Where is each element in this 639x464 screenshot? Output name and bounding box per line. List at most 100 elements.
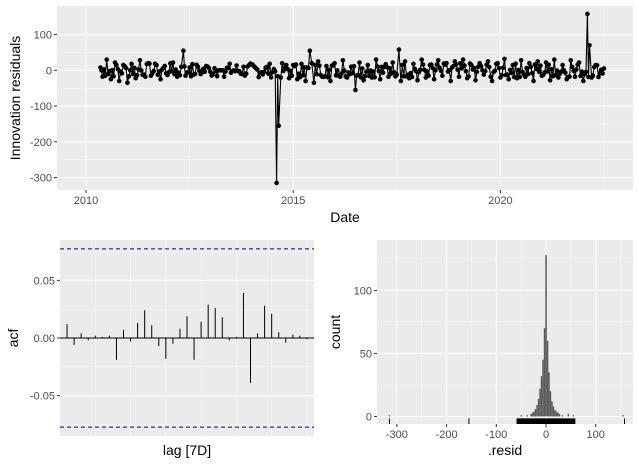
residuals-y-tick-label: 0 (46, 65, 52, 77)
acf-x-axis-title: lag [7D] (163, 442, 211, 458)
histogram-y-tick-label: 100 (354, 285, 372, 297)
residual-point (306, 66, 311, 71)
residual-point (361, 78, 366, 83)
residual-point (117, 79, 122, 84)
residual-point (538, 63, 543, 68)
residual-point (397, 47, 402, 52)
residual-point (505, 72, 510, 77)
residual-point (490, 79, 495, 84)
residual-point (181, 48, 186, 53)
residual-point (241, 65, 246, 70)
residual-point (147, 61, 152, 66)
residual-point (486, 59, 491, 64)
residuals-x-tick-label: 2015 (281, 195, 305, 207)
histogram-bar (541, 376, 543, 416)
residual-point (516, 68, 521, 73)
residual-point (388, 66, 393, 71)
residual-point (273, 69, 278, 74)
residual-point (440, 73, 445, 78)
residual-point (363, 74, 368, 79)
histogram-x-tick-label: -200 (436, 429, 458, 441)
residual-point (530, 71, 535, 76)
residual-point (433, 68, 438, 73)
residual-point (193, 72, 198, 77)
residual-point (495, 61, 500, 66)
residual-point (227, 62, 232, 67)
residual-point (535, 59, 540, 64)
residual-point (552, 57, 557, 62)
residual-point (454, 62, 459, 67)
residual-point (574, 67, 579, 72)
residual-point (128, 68, 133, 73)
residual-point (332, 61, 337, 66)
residuals-x-tick-label: 2010 (74, 195, 98, 207)
residual-point (374, 57, 379, 62)
histogram-bar (533, 411, 535, 416)
residual-point (519, 58, 524, 63)
residual-point (395, 72, 400, 77)
residual-point (466, 74, 471, 79)
residual-point (488, 74, 493, 79)
histogram-bar (562, 415, 564, 416)
histogram-bar (532, 413, 534, 417)
residual-point (497, 66, 502, 71)
residual-point (350, 71, 355, 76)
residual-point (352, 64, 357, 69)
residual-point (585, 12, 590, 17)
residual-point (410, 75, 415, 80)
residual-point (501, 66, 506, 71)
residual-point (436, 58, 441, 63)
residual-point (587, 43, 592, 48)
residual-point (234, 63, 239, 68)
residual-point (171, 60, 176, 65)
residual-point (266, 71, 271, 76)
residual-point (425, 69, 430, 74)
residual-point (341, 58, 346, 63)
residual-point (591, 73, 596, 78)
residual-point (529, 65, 534, 70)
residual-point (377, 69, 382, 74)
histogram-bar (389, 415, 391, 416)
residual-point (421, 62, 426, 67)
residual-point (312, 81, 317, 86)
residual-point (186, 70, 191, 75)
residual-point (132, 66, 137, 71)
residual-point (578, 74, 583, 79)
residual-point (256, 75, 261, 80)
residual-point (458, 61, 463, 66)
residual-point (573, 74, 578, 79)
residual-point (196, 64, 201, 69)
residual-point (313, 63, 318, 68)
residual-point (602, 66, 607, 71)
residual-point (324, 64, 329, 69)
residuals-x-tick-label: 2020 (488, 195, 512, 207)
histogram-bar (557, 413, 559, 417)
residual-point (114, 63, 119, 68)
residual-point (502, 57, 507, 62)
residual-point (483, 69, 488, 74)
residual-point (328, 79, 333, 84)
acf-y-tick-label: 0.05 (34, 275, 55, 287)
residual-point (138, 58, 143, 63)
residual-point (493, 69, 498, 74)
histogram-bar (554, 410, 556, 416)
residuals-y-tick-label: -100 (30, 101, 52, 113)
residual-point (135, 73, 140, 78)
residual-point (303, 79, 308, 84)
residual-point (267, 62, 272, 67)
residual-point (526, 72, 531, 77)
residual-point (577, 60, 582, 65)
residual-point (581, 79, 586, 84)
residual-point (127, 74, 132, 79)
residual-point (357, 60, 362, 65)
residual-point (563, 70, 568, 75)
histogram-bar (542, 360, 544, 417)
residual-point (461, 57, 466, 62)
residual-point (517, 75, 522, 80)
residual-point (444, 61, 449, 66)
histogram-bar (551, 401, 553, 416)
residual-point (531, 79, 536, 84)
residual-point (222, 75, 227, 80)
acf-y-tick-label: -0.05 (30, 391, 55, 403)
histogram-x-tick-label: -100 (485, 429, 507, 441)
